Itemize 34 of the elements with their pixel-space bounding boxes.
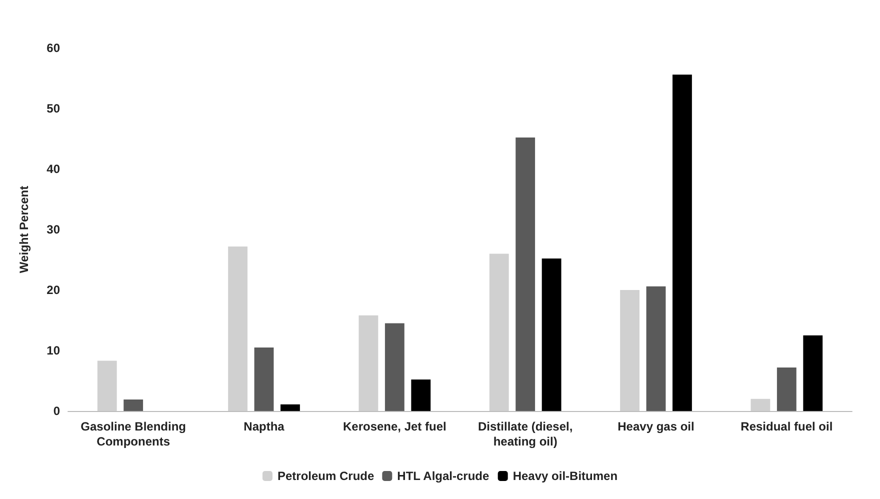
bar [124,400,144,411]
y-tick-label: 0 [53,404,60,418]
legend-label: Heavy oil-Bitumen [512,469,618,483]
x-tick-label: Distillate (diesel, heating oil) [478,420,573,448]
bar [358,315,378,411]
x-tick-label: Naptha [244,420,285,434]
bar [97,360,117,411]
bar [516,138,536,411]
y-tick-label: 10 [46,344,60,358]
bar [254,347,274,411]
y-tick-label: 40 [46,162,60,176]
bar [542,258,562,411]
bar [228,246,248,411]
legend-label: Petroleum Crude [277,469,374,483]
bar [384,323,404,411]
x-tick-label: Kerosene, Jet fuel [342,420,446,434]
bar [750,398,770,411]
bar [489,254,509,411]
x-tick-label: Gasoline Blending Components [80,420,186,448]
x-tick-label: Residual fuel oil [740,420,833,434]
y-tick-label: 30 [46,222,60,236]
bar [280,404,300,411]
bar [646,286,666,411]
bar [803,335,823,411]
y-tick-label: 60 [46,41,60,55]
bar [620,290,640,411]
bar [672,74,692,411]
y-tick-label: 20 [46,283,60,297]
x-tick-label: Heavy gas oil [618,420,694,434]
bar [776,367,796,411]
legend-label: HTL Algal-crude [397,469,490,483]
bar [411,380,431,411]
y-tick-label: 50 [46,102,60,116]
y-axis-title: Weight Percent [17,186,31,274]
